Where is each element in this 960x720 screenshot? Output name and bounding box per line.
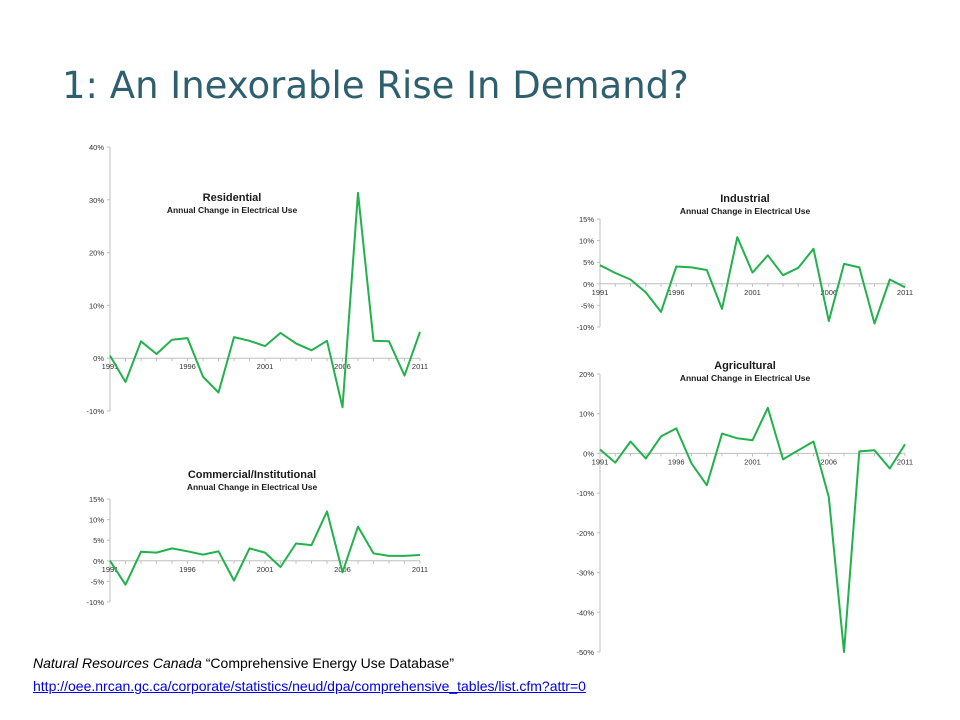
agricultural-x-tick-label: 1996	[668, 457, 685, 466]
commercial-x-tick-label: 2001	[257, 565, 274, 574]
industrial-x-tick-label: 2006	[820, 288, 837, 297]
industrial-y-tick-label: 15%	[579, 215, 594, 224]
agricultural-y-tick-label: 20%	[579, 370, 594, 379]
industrial-chart: 15% 10% 5% 0% -5% -10% 1991 1996 2001 2006 2011 Ind…	[576, 193, 913, 332]
commercial-y-tick-label: 15%	[89, 495, 104, 504]
source-org: Natural Resources Canada	[33, 655, 202, 671]
commercial-y-tick-label: 10%	[89, 516, 104, 525]
agricultural-series-line	[599, 406, 906, 653]
commercial-y-tick-label: 0%	[93, 557, 104, 566]
agricultural-y-tick-label: -10%	[576, 489, 594, 498]
residential-series-line	[109, 191, 421, 409]
agricultural-y-tick-label: -50%	[576, 648, 594, 657]
residential-chart-title: Residential	[203, 192, 262, 204]
commercial-y-tick-label: -5%	[91, 577, 105, 586]
commercial-chart-title: Commercial/Institutional	[188, 469, 316, 481]
residential-x-tick-label: 1991	[102, 362, 119, 371]
agricultural-y-tick-label: 0%	[583, 449, 594, 458]
residential-x-tick-label: 1996	[179, 362, 196, 371]
agricultural-x-tick-label: 1991	[592, 457, 609, 466]
industrial-chart-subtitle: Annual Change in Electrical Use	[680, 206, 811, 216]
agricultural-x-tick-label: 2011	[897, 457, 913, 466]
industrial-y-tick-label: 0%	[583, 280, 594, 289]
commercial-chart-subtitle: Annual Change in Electrical Use	[187, 482, 318, 492]
agricultural-y-tick-label: -20%	[576, 529, 594, 538]
industrial-y-tick-label: 5%	[583, 258, 594, 267]
agricultural-x-tick-label: 2006	[820, 457, 837, 466]
residential-y-tick-label: 30%	[89, 196, 104, 205]
industrial-x-tick-label: 1991	[592, 288, 609, 297]
industrial-chart-title: Industrial	[720, 193, 770, 205]
agricultural-x-tick-label: 2001	[744, 457, 761, 466]
commercial-y-tick-label: 5%	[93, 536, 104, 545]
industrial-y-tick-label: 10%	[579, 237, 594, 246]
residential-y-tick-label: 10%	[89, 301, 104, 310]
industrial-y-tick-label: -10%	[576, 323, 594, 332]
industrial-x-tick-label: 1996	[668, 288, 685, 297]
commercial-chart: 15%10%5%0%-5%-10%1991 1996 2001 2006 2011Com…	[86, 469, 428, 607]
commercial-series-line	[109, 510, 421, 586]
residential-x-tick-label: 2006	[334, 362, 351, 371]
industrial-series-line	[599, 236, 906, 325]
industrial-y-tick-label: -5%	[581, 301, 595, 310]
agricultural-chart-subtitle: Annual Change in Electrical Use	[680, 373, 811, 383]
agricultural-y-tick-label: -40%	[576, 608, 594, 617]
residential-chart: 40% 30% 20% 10% 0% -10% 1991 1996 2001 2006 2011 Re…	[86, 143, 428, 416]
industrial-x-tick-label: 2011	[897, 288, 913, 297]
source-title: “Comprehensive Energy Use Database”	[205, 655, 454, 671]
residential-chart-subtitle: Annual Change in Electrical Use	[167, 205, 298, 215]
source-link[interactable]: http://oee.nrcan.gc.ca/corporate/statist…	[33, 678, 586, 694]
slide-title: 1: An Inexorable Rise In Demand?	[62, 64, 689, 107]
residential-y-tick-label: 0%	[93, 354, 104, 363]
residential-y-tick-label: -10%	[86, 407, 104, 416]
residential-x-tick-label: 2011	[412, 362, 428, 371]
commercial-y-tick-label: -10%	[86, 598, 104, 607]
residential-y-tick-label: 20%	[89, 249, 104, 258]
agricultural-y-tick-label: -30%	[576, 569, 594, 578]
commercial-x-tick-label: 2011	[412, 565, 428, 574]
commercial-x-tick-label: 1991	[102, 565, 119, 574]
agricultural-chart: 20% 10% 0% -10% -20% -30% -40% -50% 1991 1996 2001…	[576, 360, 913, 657]
residential-x-tick-label: 2001	[257, 362, 274, 371]
industrial-x-tick-label: 2001	[744, 288, 761, 297]
commercial-x-tick-label: 1996	[179, 565, 196, 574]
agricultural-y-tick-label: 10%	[579, 410, 594, 419]
agricultural-chart-title: Agricultural	[714, 360, 776, 372]
residential-y-tick-label: 40%	[89, 143, 104, 152]
source-citation: Natural Resources Canada “Comprehensive …	[33, 655, 454, 671]
